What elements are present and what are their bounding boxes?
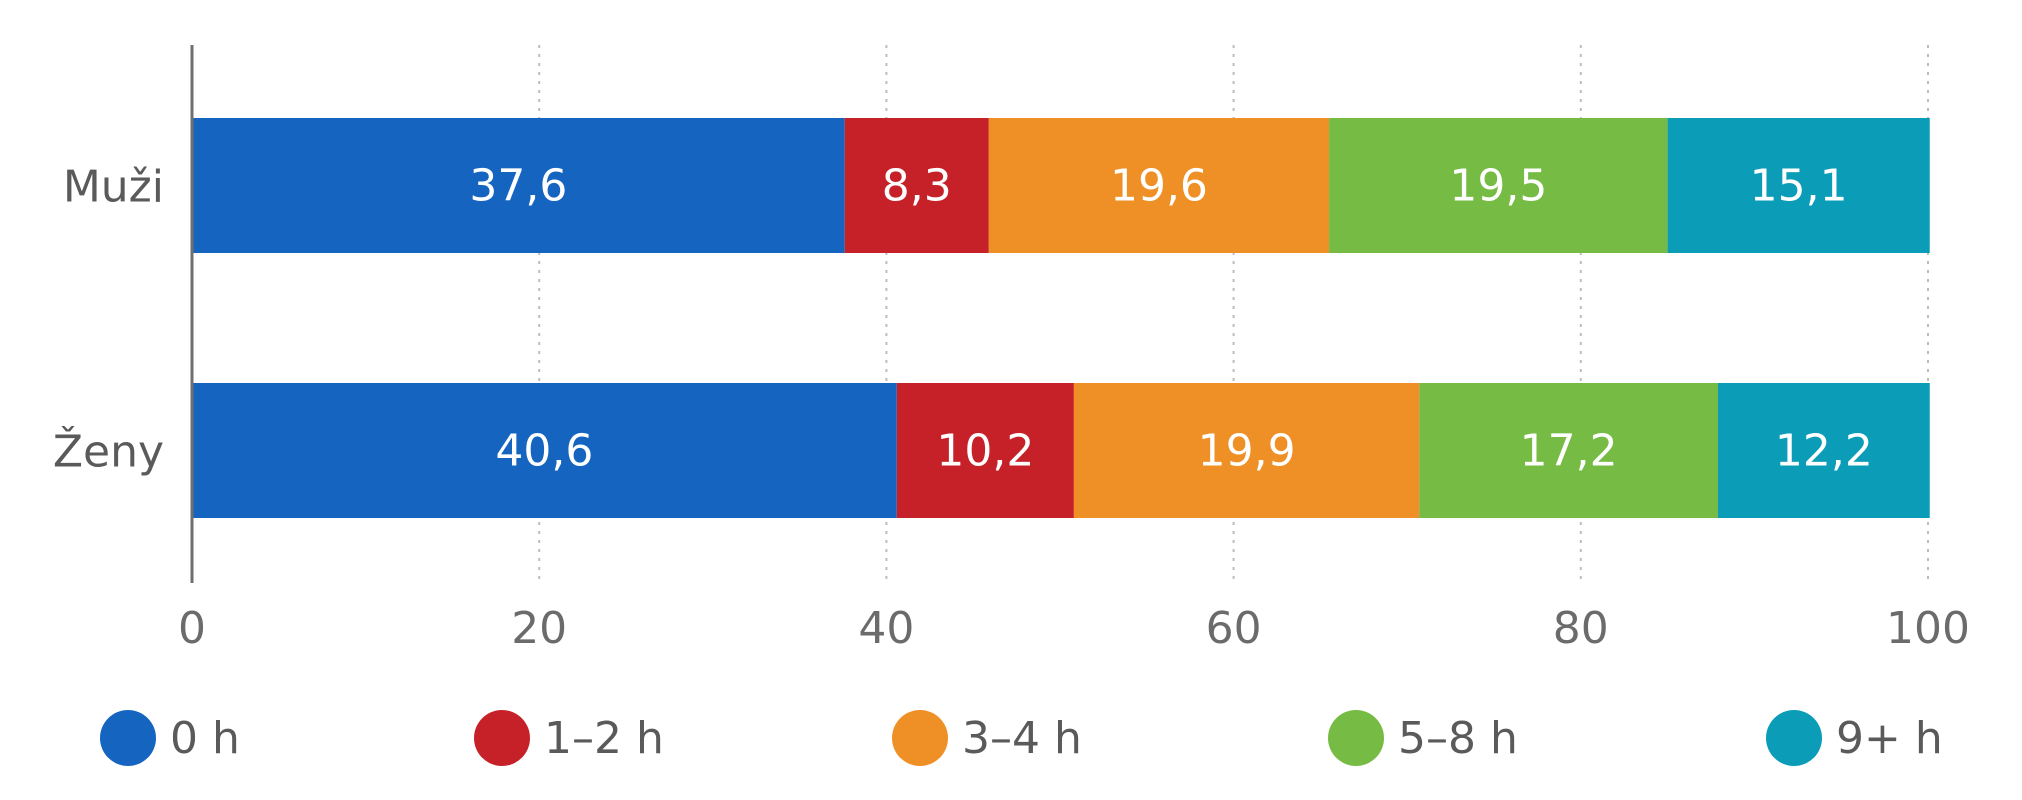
x-tick-labels: 0 20 40 60 80 100 [178, 603, 1970, 654]
data-label: 12,2 [1775, 426, 1873, 477]
data-label: 15,1 [1750, 161, 1848, 212]
legend-swatch [1328, 710, 1384, 766]
x-tick-label: 80 [1553, 603, 1609, 654]
data-label: 37,6 [469, 161, 567, 212]
legend-swatch [1766, 710, 1822, 766]
legend-swatch [474, 710, 530, 766]
bar-segment-2-4 [1419, 383, 1718, 518]
data-label: 19,9 [1198, 426, 1296, 477]
data-label: 40,6 [495, 426, 593, 477]
category-label: Muži [63, 162, 164, 213]
legend-label: 9+ h [1836, 713, 1943, 764]
bars: 37,6 8,3 19,6 19,5 15,1 40,6 10,2 19,9 17,2 12,2 [192, 118, 1930, 518]
data-label: 19,5 [1449, 161, 1547, 212]
category-label: Ženy [53, 425, 164, 478]
x-tick-label: 40 [858, 603, 914, 654]
bar-segment-2-1 [192, 383, 897, 518]
bar-segment-2-3 [1073, 383, 1420, 518]
data-label: 10,2 [936, 426, 1034, 477]
bar-segment-1-2 [844, 118, 989, 253]
x-tick-label: 100 [1886, 603, 1970, 654]
legend-label: 5–8 h [1398, 713, 1518, 764]
x-tick-label: 60 [1206, 603, 1262, 654]
data-label: 17,2 [1520, 426, 1618, 477]
legend: 0 h 1–2 h 3–4 h 5–8 h 9+ h [100, 710, 1943, 766]
x-tick-label: 0 [178, 603, 206, 654]
data-label: 8,3 [882, 161, 952, 212]
legend-swatch [892, 710, 948, 766]
legend-label: 0 h [170, 713, 240, 764]
bar-segment-1-5 [1667, 118, 1930, 253]
bar-segment-2-2 [896, 383, 1074, 518]
legend-label: 1–2 h [544, 713, 664, 764]
category-labels: Muži Ženy [53, 162, 164, 478]
x-tick-label: 20 [511, 603, 567, 654]
data-label: 19,6 [1110, 161, 1208, 212]
bar-segment-1-1 [192, 118, 845, 253]
bar-segment-2-5 [1717, 383, 1930, 518]
bar-segment-1-4 [1329, 118, 1668, 253]
legend-label: 3–4 h [962, 713, 1082, 764]
bar-segment-1-3 [988, 118, 1330, 253]
legend-swatch [100, 710, 156, 766]
